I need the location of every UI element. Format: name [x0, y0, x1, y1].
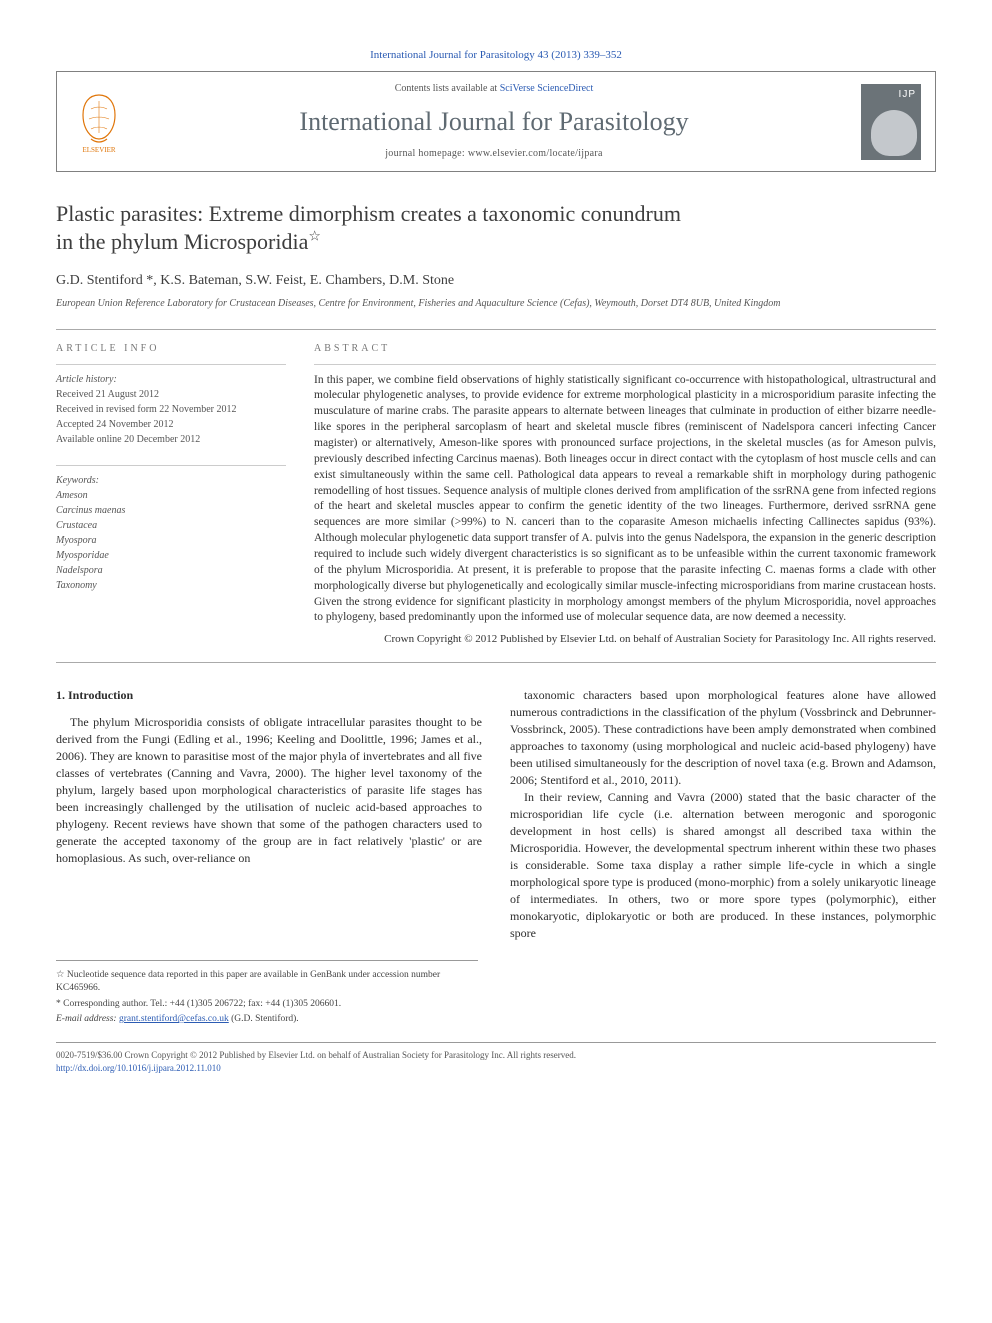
article-info-column: ARTICLE INFO Article history: Received 2…	[56, 342, 286, 648]
keyword: Carcinus maenas	[56, 504, 286, 518]
keyword: Myosporidae	[56, 549, 286, 563]
footnote-email: E-mail address: grant.stentiford@cefas.c…	[56, 1013, 478, 1026]
footnote-accession: ☆ Nucleotide sequence data reported in t…	[56, 969, 478, 996]
sciencedirect-link[interactable]: SciVerse ScienceDirect	[500, 83, 594, 94]
elsevier-logo: ELSEVIER	[71, 89, 127, 155]
contents-available-line: Contents lists available at SciVerse Sci…	[143, 82, 845, 96]
page-footer: 0020-7519/$36.00 Crown Copyright © 2012 …	[56, 1042, 936, 1074]
keywords-label: Keywords:	[56, 474, 286, 488]
email-suffix: (G.D. Stentiford).	[229, 1014, 299, 1024]
title-line-2: in the phylum Microsporidia	[56, 229, 308, 254]
section-1-heading: 1. Introduction	[56, 687, 482, 704]
journal-name: International Journal for Parasitology	[143, 104, 845, 140]
email-link[interactable]: grant.stentiford@cefas.co.uk	[119, 1014, 229, 1024]
abstract-heading: ABSTRACT	[314, 342, 936, 356]
abstract-text: In this paper, we combine field observat…	[314, 373, 936, 627]
abstract-copyright: Crown Copyright © 2012 Published by Else…	[314, 632, 936, 647]
footnotes: ☆ Nucleotide sequence data reported in t…	[56, 960, 478, 1026]
footer-copyright: 0020-7519/$36.00 Crown Copyright © 2012 …	[56, 1049, 936, 1062]
history-label: Article history:	[56, 373, 286, 387]
body-column-left: 1. Introduction The phylum Microsporidia…	[56, 687, 482, 942]
history-online: Available online 20 December 2012	[56, 433, 286, 447]
cover-label: IJP	[899, 88, 916, 102]
cover-image-bird	[871, 110, 917, 156]
affiliation: European Union Reference Laboratory for …	[56, 297, 936, 311]
homepage-prefix: journal homepage:	[385, 148, 468, 159]
footnote-corresponding: * Corresponding author. Tel.: +44 (1)305…	[56, 998, 478, 1011]
keyword: Nadelspora	[56, 564, 286, 578]
journal-header-box: ELSEVIER Contents lists available at Sci…	[56, 71, 936, 171]
email-label: E-mail address:	[56, 1014, 119, 1024]
history-revised: Received in revised form 22 November 201…	[56, 403, 286, 417]
keyword: Taxonomy	[56, 579, 286, 593]
abstract-column: ABSTRACT In this paper, we combine field…	[314, 342, 936, 648]
svg-text:ELSEVIER: ELSEVIER	[82, 146, 115, 154]
author-list: G.D. Stentiford *, K.S. Bateman, S.W. Fe…	[56, 271, 936, 291]
homepage-url[interactable]: www.elsevier.com/locate/ijpara	[468, 148, 603, 159]
history-received: Received 21 August 2012	[56, 388, 286, 402]
keyword: Ameson	[56, 489, 286, 503]
article-title: Plastic parasites: Extreme dimorphism cr…	[56, 200, 936, 257]
journal-reference: International Journal for Parasitology 4…	[56, 48, 936, 63]
journal-homepage-line: journal homepage: www.elsevier.com/locat…	[143, 147, 845, 161]
doi-link[interactable]: http://dx.doi.org/10.1016/j.ijpara.2012.…	[56, 1063, 221, 1073]
intro-paragraph-2: taxonomic characters based upon morpholo…	[510, 687, 936, 789]
keyword: Crustacea	[56, 519, 286, 533]
intro-paragraph-1: The phylum Microsporidia consists of obl…	[56, 714, 482, 867]
article-info-heading: ARTICLE INFO	[56, 342, 286, 356]
title-footnote-marker: ☆	[308, 230, 321, 245]
body-column-right: taxonomic characters based upon morpholo…	[510, 687, 936, 942]
title-line-1: Plastic parasites: Extreme dimorphism cr…	[56, 201, 681, 226]
journal-cover-thumbnail: IJP	[861, 84, 921, 160]
history-accepted: Accepted 24 November 2012	[56, 418, 286, 432]
intro-paragraph-3: In their review, Canning and Vavra (2000…	[510, 789, 936, 942]
contents-prefix: Contents lists available at	[395, 83, 500, 94]
keyword: Myospora	[56, 534, 286, 548]
